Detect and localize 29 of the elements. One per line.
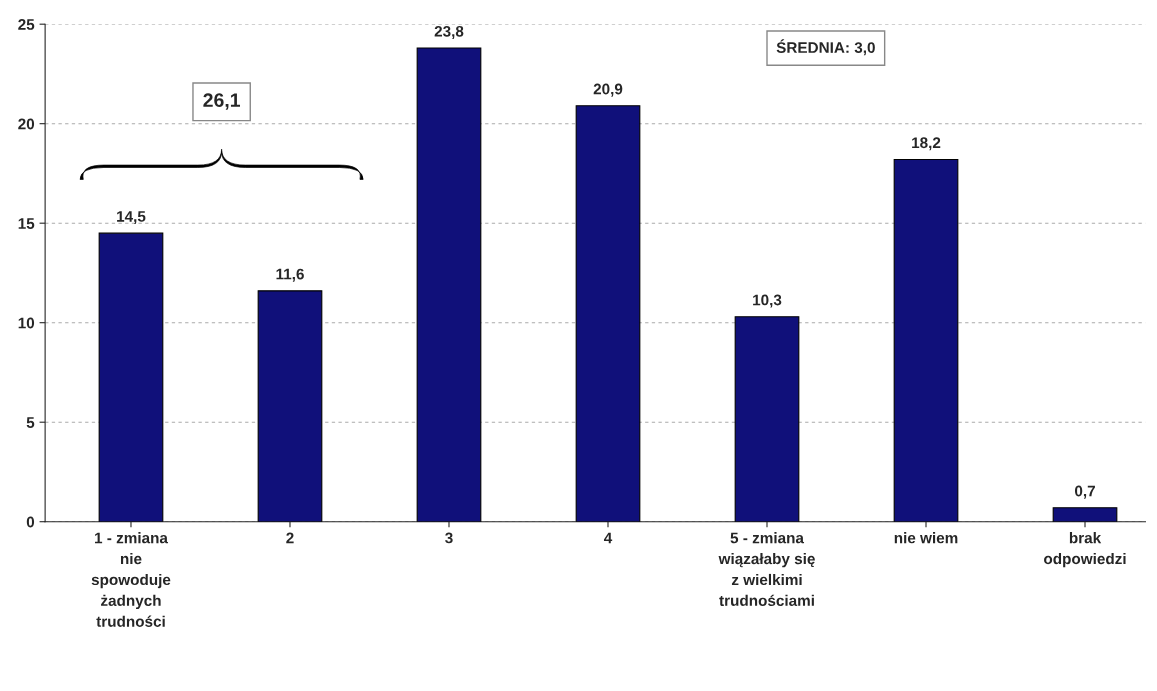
annotation: 26,1	[203, 93, 240, 110]
bar	[893, 158, 959, 522]
x-tick-label: 3	[445, 532, 453, 544]
bar	[98, 232, 164, 522]
data-label: 10,3	[753, 294, 782, 308]
bar	[734, 316, 800, 522]
data-label: 11,6	[276, 268, 304, 282]
y-tick-label: 5	[26, 417, 35, 428]
x-tick-label: 2	[286, 532, 294, 544]
x-tick-label: 5 - zmiana wiązałaby się z wielkimi trudnościami	[718, 532, 815, 606]
data-label: 20,9	[593, 83, 623, 97]
y-tick-label: 0	[26, 516, 35, 528]
y-tick-label: 10	[18, 317, 35, 329]
y-tick-label: 15	[18, 218, 35, 229]
x-tick-label: nie wiem	[894, 532, 958, 544]
x-tick-label: brak odpowiedzi	[1044, 532, 1126, 568]
bar	[416, 47, 482, 522]
data-label: 0,7	[1074, 485, 1095, 499]
annotation: ŚREDNIA: 3,0	[776, 39, 875, 56]
bar	[1052, 507, 1118, 522]
bar	[575, 105, 641, 522]
data-label: 14,5	[117, 211, 146, 225]
bar	[257, 290, 323, 522]
data-label: 18,2	[912, 137, 941, 151]
x-tick-label: 4	[603, 532, 613, 544]
y-tick-label: 25	[18, 19, 35, 30]
x-tick-label: 1 - zmiana nie spowoduje żadnych trudności	[91, 532, 171, 627]
y-tick-label: 20	[18, 118, 35, 130]
data-label: 23,8	[434, 25, 464, 39]
